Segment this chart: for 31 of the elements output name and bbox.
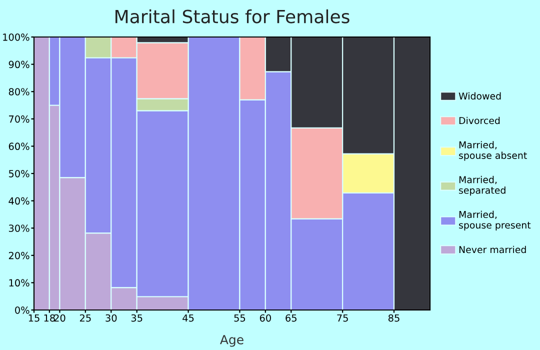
x-tick-label: 60	[260, 314, 271, 322]
y-tick-label: 60%	[8, 142, 30, 150]
x-tick-label: 55	[234, 314, 246, 322]
y-tick-label: 10%	[9, 279, 30, 287]
y-tick-label: 20%	[8, 252, 30, 260]
legend-label: Never married	[459, 246, 526, 254]
y-tick-label: 40%	[8, 197, 30, 205]
x-tick-label: 30	[106, 314, 117, 322]
y-tick-label: 30%	[8, 224, 30, 232]
x-tick-label: 85	[388, 314, 400, 322]
legend-label: Divorced	[459, 116, 500, 124]
x-tick-label: 35	[131, 314, 142, 322]
y-tick-label: 0%	[15, 306, 30, 314]
chart-title: Marital Status for Females	[116, 9, 350, 24]
legend-label: Widowed	[458, 92, 501, 100]
y-tick-label: 70%	[9, 115, 30, 123]
y-tick-label: 90%	[8, 60, 30, 68]
legend-label: Married, spouse absent	[459, 141, 527, 161]
x-tick-label: 18	[44, 314, 55, 322]
x-tick-label: 75	[337, 314, 348, 322]
legend-label: Married, separated	[459, 176, 506, 196]
y-tick-label: 100%	[3, 33, 30, 41]
y-tick-label: 80%	[8, 88, 30, 96]
x-tick-label: 45	[182, 314, 194, 322]
y-tick-label: 50%	[8, 170, 30, 178]
x-tick-label: 15	[28, 314, 40, 322]
legend-label: Married, spouse present	[459, 210, 531, 230]
x-axis-title: Age	[220, 335, 244, 347]
x-tick-label: 25	[80, 314, 91, 322]
x-tick-label: 65	[286, 314, 296, 322]
x-tick-label: 20	[54, 314, 66, 322]
